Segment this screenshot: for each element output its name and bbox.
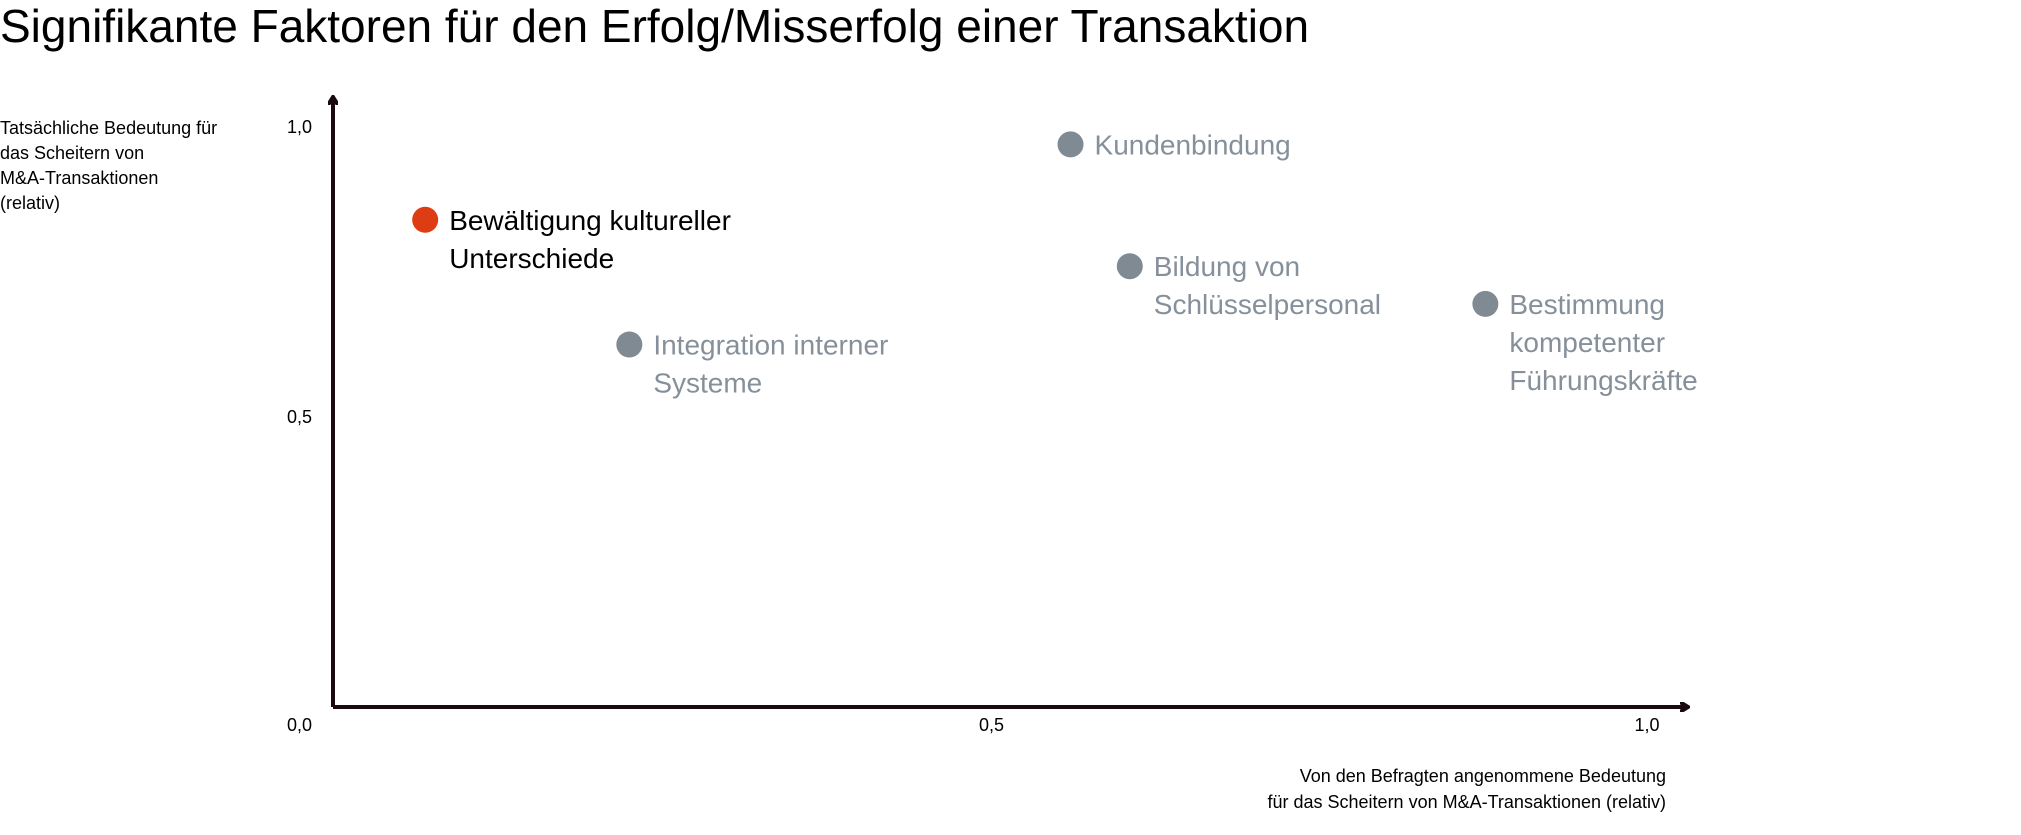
- origin-tick-label: 0,0: [287, 715, 312, 735]
- point-marker: [1116, 253, 1143, 280]
- x-tick-label: 1,0: [1634, 715, 1659, 735]
- x-axis-title: Von den Befragten angenommene Bedeutung …: [1267, 766, 1667, 812]
- data-point: Bildung von Schlüsselpersonal: [1116, 251, 1381, 320]
- point-label: kompetenter: [1509, 327, 1665, 358]
- point-label: Bildung von: [1154, 251, 1300, 282]
- axes: [333, 97, 1688, 707]
- tick-labels: 0,5 1,0 0,0 0,5 1,0: [287, 117, 1660, 735]
- data-point: Bewältigung kultureller Unterschiede: [412, 205, 731, 274]
- point-label: Kundenbindung: [1095, 129, 1291, 160]
- point-label: Systeme: [653, 368, 762, 399]
- point-label: Bestimmung: [1509, 289, 1665, 320]
- point-label: Integration interner: [653, 330, 888, 361]
- y-tick-label: 1,0: [287, 117, 312, 137]
- x-tick-label: 0,5: [979, 715, 1004, 735]
- point-label: Unterschiede: [449, 243, 614, 274]
- data-points: Bewältigung kultureller Unterschiede Kunde…: [412, 129, 1698, 399]
- data-point: Integration interner Systeme: [616, 330, 888, 399]
- point-label: Bewältigung kultureller: [449, 205, 731, 236]
- point-marker: [1057, 131, 1084, 158]
- chart-title: Signifikante Faktoren für den Erfolg/Mis…: [0, 0, 1310, 52]
- y-tick-label: 0,5: [287, 407, 312, 427]
- point-label: Schlüsselpersonal: [1154, 289, 1381, 320]
- highlight-point-marker: [412, 206, 439, 233]
- data-point: Kundenbindung: [1057, 129, 1291, 160]
- point-marker: [616, 331, 643, 358]
- data-point: Bestimmung kompetenter Führungskräfte: [1472, 289, 1698, 396]
- y-axis-title: Tatsächliche Bedeutung für das Scheitern…: [0, 118, 218, 213]
- point-marker: [1472, 290, 1499, 317]
- point-label: Führungskräfte: [1509, 365, 1697, 396]
